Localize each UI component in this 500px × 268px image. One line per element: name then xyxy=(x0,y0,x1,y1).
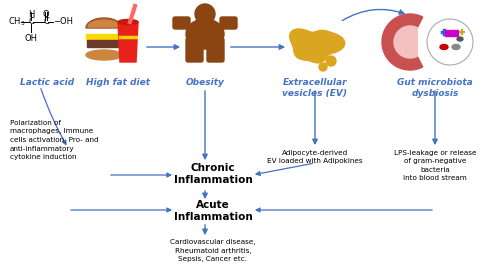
Text: Lactic acid: Lactic acid xyxy=(20,78,74,87)
Polygon shape xyxy=(382,14,422,70)
Polygon shape xyxy=(290,29,344,63)
Text: CH$_3$: CH$_3$ xyxy=(8,16,25,28)
FancyBboxPatch shape xyxy=(88,40,120,47)
Polygon shape xyxy=(86,18,122,28)
Circle shape xyxy=(319,63,327,71)
Text: Acute
Inflammation: Acute Inflammation xyxy=(174,200,252,222)
FancyArrowPatch shape xyxy=(342,9,404,21)
FancyBboxPatch shape xyxy=(86,35,122,40)
FancyBboxPatch shape xyxy=(173,17,190,29)
Text: OH: OH xyxy=(24,34,38,43)
Text: Gut microbiota
dysbiosis: Gut microbiota dysbiosis xyxy=(397,78,473,98)
Polygon shape xyxy=(394,26,417,58)
Polygon shape xyxy=(118,22,138,62)
Polygon shape xyxy=(88,20,120,27)
FancyBboxPatch shape xyxy=(186,38,203,62)
Text: −OH: −OH xyxy=(53,17,73,27)
Circle shape xyxy=(195,4,215,24)
Ellipse shape xyxy=(186,19,224,49)
Text: Adipocyte-derived
EV loaded with Adipokines: Adipocyte-derived EV loaded with Adipoki… xyxy=(267,150,363,165)
Circle shape xyxy=(427,19,473,65)
Text: H: H xyxy=(28,10,34,19)
Text: O: O xyxy=(42,10,50,19)
Text: Polarization of
macrophages, Immune
cells activation, Pro- and
anti-inflammatory: Polarization of macrophages, Immune cell… xyxy=(10,120,99,160)
FancyBboxPatch shape xyxy=(220,17,237,29)
FancyBboxPatch shape xyxy=(446,31,458,36)
Ellipse shape xyxy=(440,44,448,50)
FancyBboxPatch shape xyxy=(207,38,224,62)
Text: C: C xyxy=(43,17,49,27)
Text: C: C xyxy=(28,17,34,27)
Text: Extracellular
vesicles (EV): Extracellular vesicles (EV) xyxy=(282,78,348,98)
Text: High fat diet: High fat diet xyxy=(86,78,150,87)
Text: Cardiovascular disease,
Rheumatoid arthritis,
Sepsis, Cancer etc.: Cardiovascular disease, Rheumatoid arthr… xyxy=(170,239,256,262)
Text: LPS-leakage or release
of gram-negative
bacteria
Into blood stream: LPS-leakage or release of gram-negative … xyxy=(394,150,476,181)
Ellipse shape xyxy=(452,44,460,50)
Ellipse shape xyxy=(86,50,122,60)
Ellipse shape xyxy=(118,20,138,24)
Circle shape xyxy=(326,56,336,66)
Text: Obesity: Obesity xyxy=(186,78,224,87)
Text: Chronic
Inflammation: Chronic Inflammation xyxy=(174,163,252,185)
Ellipse shape xyxy=(457,37,463,41)
